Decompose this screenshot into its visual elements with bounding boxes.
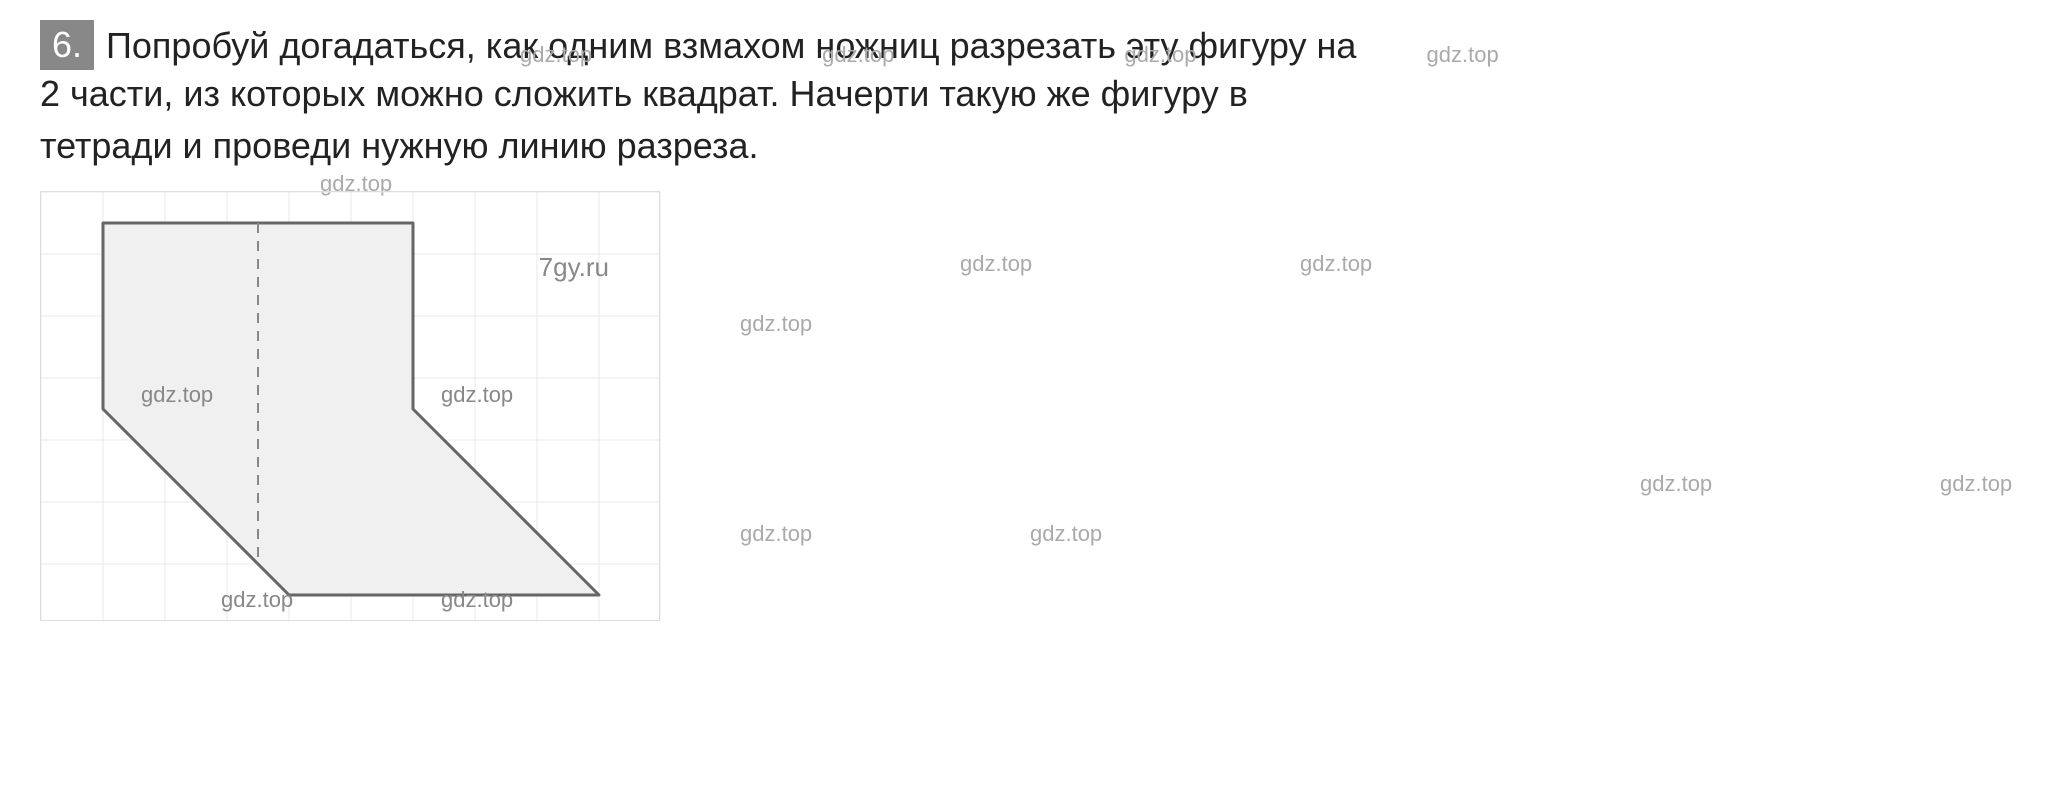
question-line2: 2 части, из которых можно сложить квадра… [40,68,2013,120]
question-number: 6. [40,20,94,70]
watermark: gdz.top [520,42,592,68]
watermark: gdz.top [221,587,293,613]
watermark: gdz.top [1124,42,1196,68]
watermark: gdz.top [740,311,812,337]
watermark: gdz.top [822,42,894,68]
watermark: gdz.top [1030,521,1102,547]
watermark: gdz.top [1427,42,1499,68]
right-side-area: gdz.top gdz.top gdz.top gdz.top gdz.top … [660,191,2013,621]
watermark: gdz.top [1940,471,2012,497]
watermark: gdz.top [960,251,1032,277]
watermark: gdz.top [1300,251,1372,277]
watermark: gdz.top [441,587,513,613]
watermark: gdz.top [441,382,513,408]
watermark: gdz.top [1640,471,1712,497]
watermark: gdz.top [740,521,812,547]
figure: 7gy.ru gdz.top gdz.top gdz.top gdz.top [40,191,660,621]
watermark: gdz.top [141,382,213,408]
attribution: 7gy.ru [539,252,609,283]
question-line3: тетради и проведи нужную линию разреза. [40,120,2013,172]
